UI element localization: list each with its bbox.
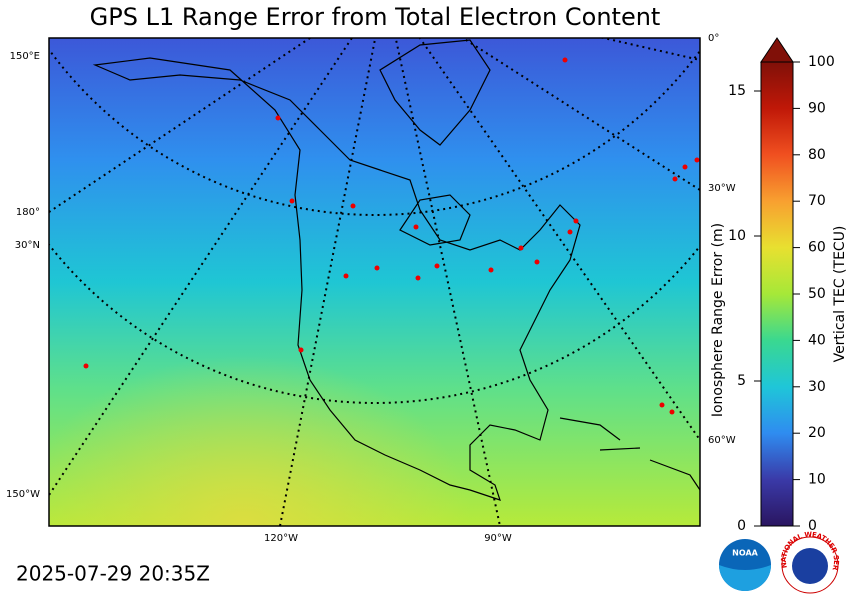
colorbar-tick-label: 70: [808, 193, 826, 209]
noaa-text: NOAA: [732, 549, 758, 558]
colorbar-extend: [760, 37, 794, 63]
greenland: [379, 39, 491, 146]
graticule-label: 0°: [708, 33, 719, 44]
tec-field-high: [49, 38, 700, 526]
range-tick-label: 0: [737, 518, 746, 534]
graticule-label: 90°W: [484, 533, 512, 544]
range-tick-label: 5: [737, 373, 746, 389]
colorbar-tick-label: 60: [808, 240, 826, 256]
range-tick-label: 10: [728, 228, 746, 244]
colorbar-tick-label: 100: [808, 54, 835, 70]
colorbar-tick-label: 0: [808, 518, 817, 534]
colorbar-tick-label: 90: [808, 100, 826, 116]
graticule-label: 30°W: [708, 183, 736, 194]
hudson-bay: [399, 194, 471, 246]
range-axis-label: Ionosphere Range Error (m): [710, 223, 726, 417]
colorbar-tick-label: 50: [808, 286, 826, 302]
range-tick-label: 15: [728, 83, 746, 99]
noaa-logo: NOAA: [719, 539, 771, 591]
title: GPS L1 Range Error from Total Electron C…: [90, 3, 661, 31]
graticule-label: 180°: [16, 207, 40, 218]
colorbar-tick-label: 40: [808, 332, 826, 348]
stations: [83, 57, 700, 415]
colorbar-tick-label: 30: [808, 379, 826, 395]
map-frame: [48, 37, 701, 527]
graticule-label: 150°E: [10, 51, 40, 62]
graticule-label: 150°W: [6, 489, 40, 500]
coastline: [92, 57, 581, 501]
timestamp: 2025-07-29 20:35Z: [16, 562, 210, 586]
colorbar-tick-label: 20: [808, 425, 826, 441]
caribbean: [559, 417, 700, 491]
graticule-label: 120°W: [264, 533, 298, 544]
colorbar-label: Vertical TEC (TECU): [832, 226, 848, 363]
colorbar-tick-label: 80: [808, 147, 826, 163]
map: [49, 38, 700, 526]
graticule-label: 60°W: [708, 435, 736, 446]
graticule-label: 30°N: [15, 240, 40, 251]
colorbar: [760, 61, 794, 527]
colorbar-tick-label: 10: [808, 472, 826, 488]
